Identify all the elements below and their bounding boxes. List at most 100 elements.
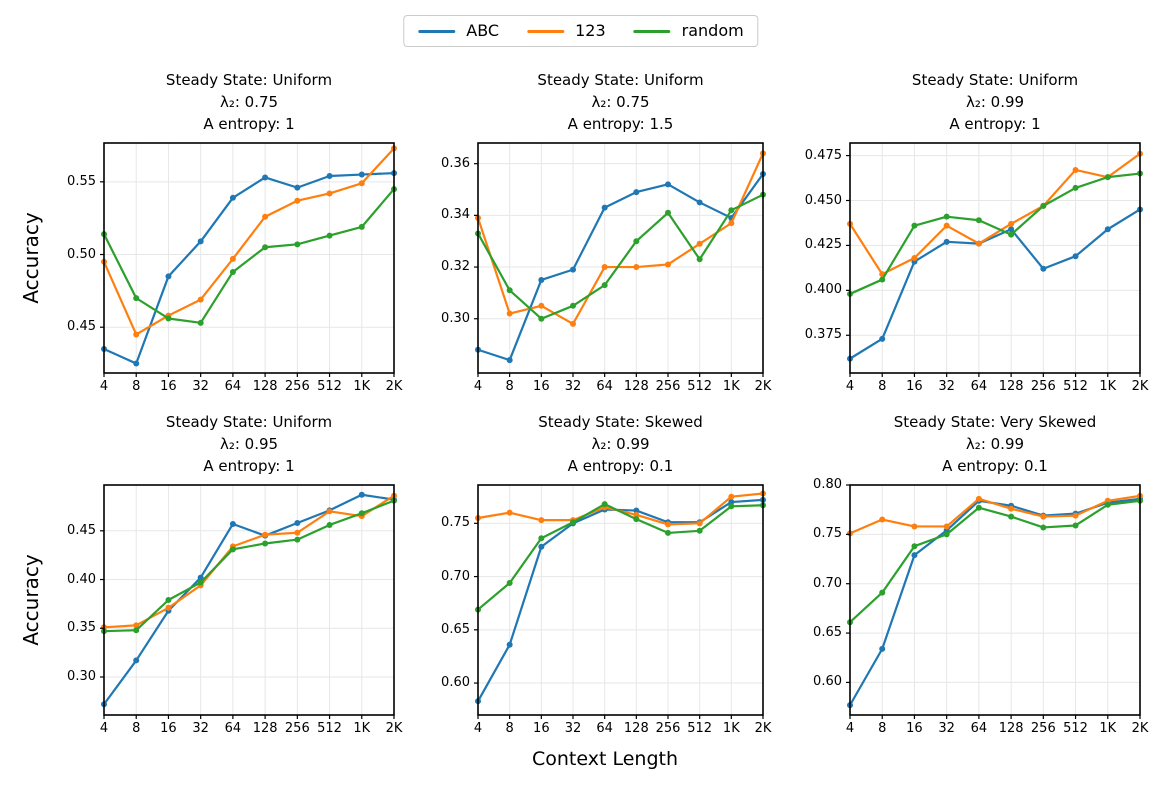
marker-ABC xyxy=(133,657,140,664)
x-tick-label: 1K xyxy=(353,379,371,394)
marker-ABC xyxy=(133,360,140,367)
y-tick-label: 0.75 xyxy=(813,526,842,542)
line-123 xyxy=(848,494,1142,535)
marker-123 xyxy=(665,521,671,528)
marker-123 xyxy=(197,296,204,303)
marker-ABC xyxy=(879,335,886,342)
marker-random xyxy=(1040,524,1047,531)
line-ABC xyxy=(102,493,396,706)
x-tick-label: 4 xyxy=(473,379,483,394)
line-123 xyxy=(848,152,1142,276)
marker-123 xyxy=(879,516,886,523)
marker-random xyxy=(165,315,172,322)
x-tick-label: 32 xyxy=(938,721,955,736)
x-tick-label: 8 xyxy=(132,379,141,394)
x-tick-label: 256 xyxy=(1030,379,1056,394)
marker-123 xyxy=(975,240,982,247)
line-random xyxy=(476,193,765,320)
y-tick-label: 0.60 xyxy=(813,674,842,690)
marker-123 xyxy=(943,222,950,229)
x-tick-label: 64 xyxy=(224,379,242,394)
marker-random xyxy=(326,521,333,528)
subplot-title-line: Steady State: Skewed xyxy=(538,413,703,431)
subplot-3: Steady State: Uniform λ₂: 0.95 A entropy: … xyxy=(67,413,402,736)
subplot-title-line: λ₂: 0.99 xyxy=(965,435,1025,453)
x-tick-label: 16 xyxy=(906,721,923,736)
marker-123 xyxy=(975,495,982,502)
x-tick-label: 4 xyxy=(473,721,483,736)
y-tick-label: 0.65 xyxy=(441,621,470,637)
line-random xyxy=(848,499,1142,624)
x-tick-label: 512 xyxy=(317,379,342,394)
x-tick-label: 4 xyxy=(845,721,855,736)
y-tick-label: 0.400 xyxy=(804,282,842,298)
marker-ABC xyxy=(197,238,204,245)
x-tick-label: 32 xyxy=(192,721,209,736)
marker-123 xyxy=(133,331,140,338)
x-tick-label: 32 xyxy=(938,379,955,394)
marker-123 xyxy=(165,604,172,611)
marker-random xyxy=(601,501,608,508)
y-tick-label: 0.30 xyxy=(67,668,96,684)
y-tick-label: 0.60 xyxy=(441,675,470,691)
x-tick-label: 8 xyxy=(878,721,887,736)
subplot-title: Steady State: Uniform λ₂: 0.75 A entropy: … xyxy=(537,69,703,135)
marker-123 xyxy=(911,255,918,261)
axes-border xyxy=(849,142,1141,374)
marker-ABC xyxy=(262,174,269,181)
marker-random xyxy=(633,238,640,245)
marker-random xyxy=(570,519,576,526)
y-tick-label: 0.45 xyxy=(67,522,96,538)
subplot-title-line: Steady State: Uniform xyxy=(165,413,333,431)
marker-123 xyxy=(294,197,301,204)
line-ABC xyxy=(848,497,1142,707)
marker-ABC xyxy=(943,238,950,245)
line-ABC xyxy=(848,208,1142,360)
x-tick-label: 128 xyxy=(623,379,649,394)
marker-ABC xyxy=(294,184,301,191)
subplot-title: Steady State: Skewed λ₂: 0.99 A entropy: 0… xyxy=(538,411,702,477)
x-tick-label: 2K xyxy=(754,379,772,394)
marker-123 xyxy=(538,302,545,309)
y-tick-label: 0.50 xyxy=(67,246,96,262)
subplot-title: Steady State: Very Skewed λ₂: 0.99 A entro… xyxy=(894,411,1097,477)
x-tick-label: 512 xyxy=(317,721,342,736)
subplot-title-line: λ₂: 0.75 xyxy=(219,93,279,111)
marker-123 xyxy=(728,220,735,227)
y-tick-label: 0.55 xyxy=(67,173,96,189)
marker-123 xyxy=(262,213,269,220)
marker-123 xyxy=(911,523,918,530)
marker-123 xyxy=(601,264,608,271)
marker-123 xyxy=(943,523,950,530)
x-tick-label: 8 xyxy=(132,721,141,736)
legend-line-sample xyxy=(633,29,671,33)
x-axis-label: Context Length xyxy=(531,748,679,770)
marker-ABC xyxy=(506,641,513,648)
marker-random xyxy=(229,546,236,553)
marker-random xyxy=(696,527,703,534)
marker-123 xyxy=(696,240,703,247)
marker-ABC xyxy=(665,181,671,188)
axes-border xyxy=(103,142,395,374)
marker-123 xyxy=(133,622,140,629)
axes-border xyxy=(477,142,764,374)
marker-123 xyxy=(665,261,671,268)
subplot-1: Steady State: Uniform λ₂: 0.75 A entropy: … xyxy=(441,71,771,394)
subplot-title: Steady State: Uniform λ₂: 0.99 A entropy: … xyxy=(912,69,1078,135)
line-123 xyxy=(102,147,396,336)
y-tick-label: 0.375 xyxy=(804,327,842,343)
marker-random xyxy=(665,529,671,536)
marker-random xyxy=(879,276,886,283)
marker-ABC xyxy=(197,574,204,581)
legend-label: ABC xyxy=(466,21,500,40)
y-tick-label: 0.36 xyxy=(441,155,470,171)
marker-ABC xyxy=(326,173,333,180)
x-tick-label: 2K xyxy=(385,379,403,394)
y-tick-label: 0.40 xyxy=(67,571,96,587)
marker-random xyxy=(1040,202,1047,209)
axes-border xyxy=(849,484,1141,716)
marker-random xyxy=(1104,174,1111,181)
marker-random xyxy=(943,213,950,220)
marker-123 xyxy=(1008,505,1015,512)
subplot-title-line: A entropy: 1 xyxy=(203,457,295,475)
